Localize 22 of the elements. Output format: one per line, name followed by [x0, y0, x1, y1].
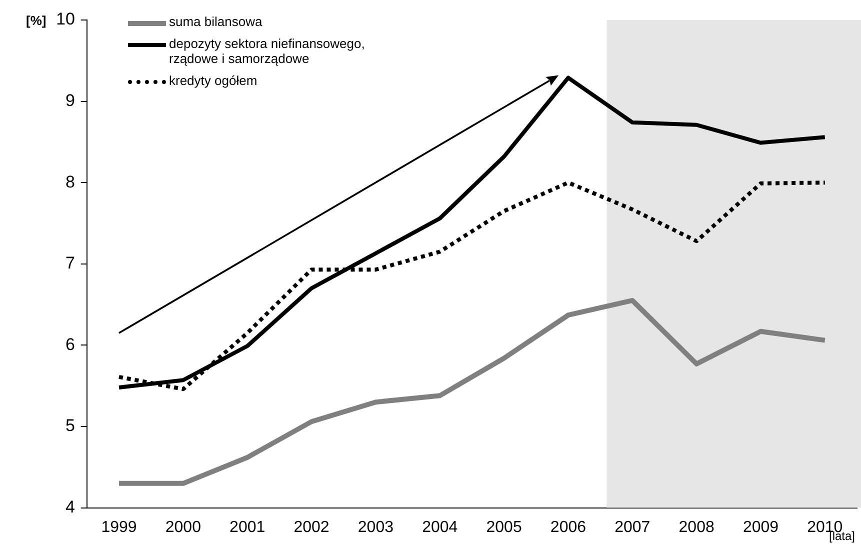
- legend-label: kredyty ogółem: [169, 73, 258, 88]
- y-tick-label: 4: [65, 497, 75, 516]
- y-axis-title: [%]: [26, 13, 46, 28]
- x-tick-label: 2007: [614, 518, 650, 536]
- y-tick-label: 5: [65, 416, 75, 436]
- x-tick-label: 2002: [294, 518, 330, 536]
- x-tick-label: 2006: [550, 518, 586, 536]
- x-tick-label: 2000: [165, 518, 202, 536]
- x-tick-label: 2009: [742, 518, 779, 536]
- legend-label: suma bilansowa: [169, 14, 262, 29]
- x-tick-label: 1999: [101, 518, 137, 536]
- legend-label: depozyty sektora niefinansowego, rządowe i samorządowe: [169, 36, 366, 66]
- y-tick-label: 10: [56, 10, 75, 29]
- x-tick-label: 2003: [358, 518, 394, 536]
- y-tick-label: 9: [65, 90, 75, 110]
- y-tick-label: 7: [65, 254, 75, 273]
- x-tick-label: 2004: [422, 518, 458, 536]
- x-tick-label: 2005: [486, 518, 522, 536]
- y-tick-label: 6: [65, 334, 75, 354]
- y-tick-label: 8: [65, 172, 75, 192]
- x-tick-label: 2001: [230, 518, 266, 536]
- x-tick-label: 2008: [678, 518, 714, 536]
